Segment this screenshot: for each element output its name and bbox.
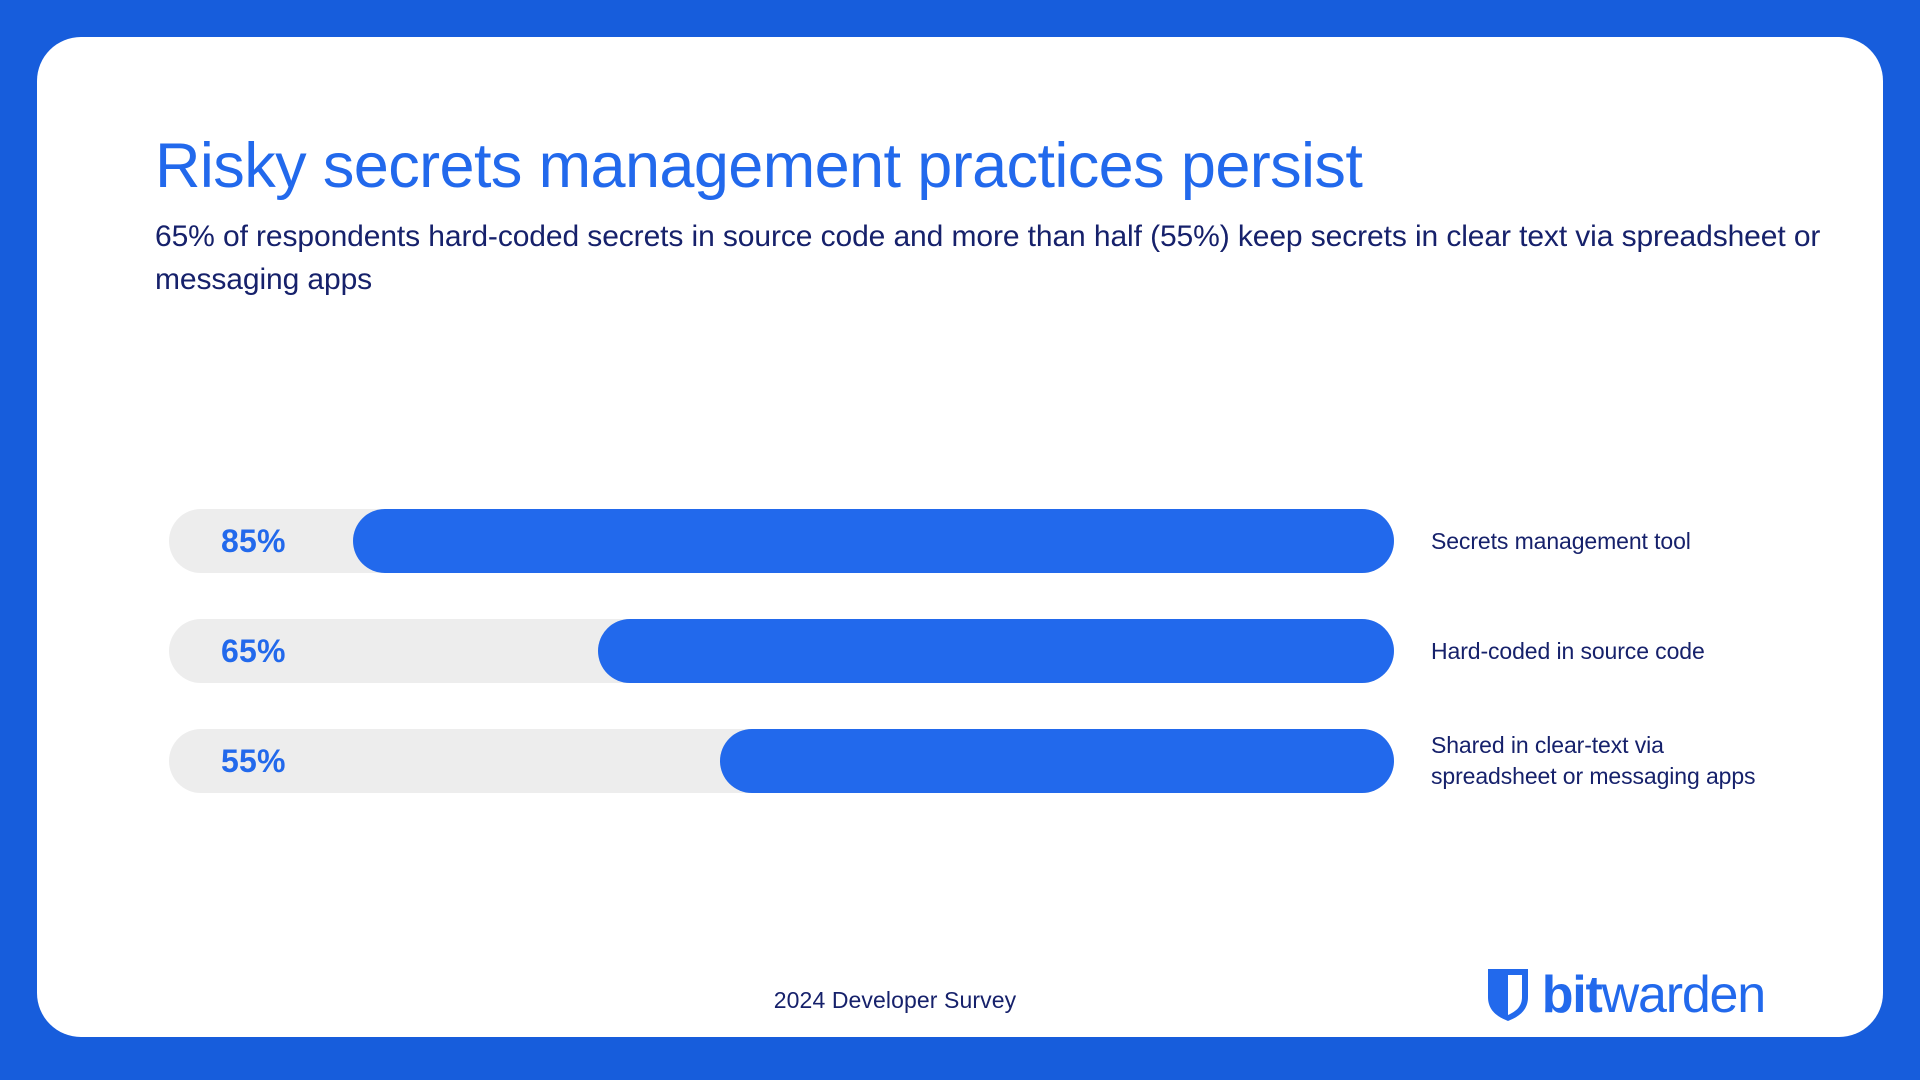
bitwarden-shield-icon bbox=[1486, 967, 1530, 1023]
bar-category-label: Shared in clear-text via spreadsheet or m… bbox=[1431, 729, 1851, 793]
bar-category-label-line: Secrets management tool bbox=[1431, 527, 1691, 554]
bar-fill bbox=[720, 729, 1394, 793]
bar-track bbox=[169, 619, 1394, 683]
bar-fill bbox=[352, 509, 1394, 573]
bar-fill bbox=[597, 619, 1394, 683]
bar-value-label: 55% bbox=[221, 742, 286, 779]
bar-category-label-line: Shared in clear-text via bbox=[1431, 732, 1664, 759]
bar-row: 85% Secrets management tool bbox=[169, 509, 1755, 573]
bar-track bbox=[169, 729, 1394, 793]
bar-track bbox=[169, 509, 1394, 573]
bar-category-label: Secrets management tool bbox=[1431, 509, 1851, 573]
bar-chart: 85% Secrets management tool 65% Hard-coded … bbox=[169, 509, 1756, 793]
bar-category-label: Hard-coded in source code bbox=[1431, 619, 1851, 683]
bar-row: 65% Hard-coded in source code bbox=[169, 619, 1755, 683]
bar-row: 55% Shared in clear-text via spreadsheet o… bbox=[169, 729, 1756, 793]
source-note-text: 2024 Developer Survey bbox=[773, 987, 1017, 1013]
infographic-card: Risky secrets management practices persi… bbox=[37, 37, 1883, 1037]
header: Risky secrets management practices persi… bbox=[155, 132, 1855, 301]
bitwarden-wordmark: bitwarden bbox=[1541, 966, 1767, 1024]
bar-category-label-line: spreadsheet or messaging apps bbox=[1431, 763, 1756, 789]
bar-category-label-line: Hard-coded in source code bbox=[1431, 637, 1705, 664]
page-subtitle: 65% of respondents hard-coded secrets in… bbox=[155, 220, 1821, 296]
bitwarden-logo: bitwarden bbox=[1486, 966, 1767, 1024]
bar-value-label: 85% bbox=[221, 522, 286, 559]
bitwarden-wordmark-warden: warden bbox=[1601, 966, 1767, 1024]
source-note: 2024 Developer Survey bbox=[37, 987, 1883, 1014]
page-title: Risky secrets management practices persi… bbox=[155, 131, 1363, 201]
bitwarden-wordmark-bit: bit bbox=[1541, 966, 1603, 1024]
bar-value-label: 65% bbox=[221, 632, 286, 669]
